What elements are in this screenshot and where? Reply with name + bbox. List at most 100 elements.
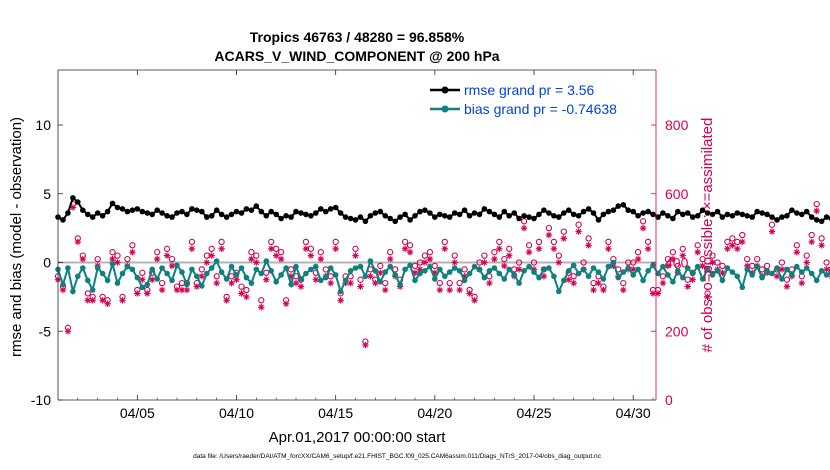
obs-assimilated-point <box>213 279 220 287</box>
bias-point <box>481 274 488 281</box>
obs-assimilated-point <box>798 279 805 287</box>
obs-possible-point <box>739 231 746 239</box>
obs-assimilated-point <box>183 286 191 294</box>
bias-point <box>451 265 458 271</box>
obs-assimilated-point <box>337 297 344 304</box>
bias-point <box>243 274 250 281</box>
obs-possible-point <box>198 266 205 273</box>
obs-assimilated-point <box>347 279 354 287</box>
rmse-point <box>640 210 646 216</box>
rmse-point <box>332 204 339 211</box>
y-tick-label: 10 <box>35 117 51 133</box>
bias-point <box>744 266 750 273</box>
rmse-point <box>352 217 359 223</box>
bias-point <box>134 274 141 281</box>
rmse-point <box>670 215 676 222</box>
bias-point <box>655 270 661 277</box>
y2-axis-label: # of obs: o=possible; ×=assimilated <box>699 118 716 353</box>
bias-point <box>89 287 96 293</box>
rmse-point <box>620 202 627 208</box>
bias-point <box>595 269 602 275</box>
obs-assimilated-point <box>253 259 260 266</box>
obs-assimilated-point <box>565 276 572 283</box>
x-axis-label: Apr.01,2017 00:00:00 start <box>269 429 447 446</box>
obs-assimilated-point <box>119 297 126 304</box>
rmse-point <box>605 208 612 215</box>
obs-assimilated-point <box>188 245 196 252</box>
obs-assimilated-point <box>352 252 359 259</box>
rmse-point <box>194 207 200 213</box>
rmse-point <box>461 207 468 213</box>
obs-assimilated-point <box>620 286 627 294</box>
bias-point <box>268 268 275 274</box>
obs-assimilated-point <box>659 279 667 287</box>
obs-assimilated-point <box>813 207 820 215</box>
bias-point <box>684 265 691 271</box>
bias-point <box>189 266 195 273</box>
bias-point <box>675 268 681 274</box>
rmse-point <box>655 214 661 220</box>
legend-rmse-marker <box>441 86 449 94</box>
obs-possible-point <box>491 249 498 256</box>
obs-assimilated-point <box>724 245 731 252</box>
rmse-point <box>80 207 86 213</box>
obs-possible-series <box>54 200 830 345</box>
obs-assimilated-point <box>109 255 116 263</box>
bias-point <box>417 270 423 277</box>
obs-possible-point <box>525 242 533 249</box>
obs-possible-point <box>456 279 463 287</box>
rmse-point <box>645 208 651 215</box>
bias-series <box>55 258 830 296</box>
obs-assimilated-point <box>268 245 275 252</box>
obs-assimilated-point <box>74 238 82 246</box>
obs-possible-point <box>406 242 414 249</box>
obs-assimilated-point <box>466 290 473 297</box>
rmse-point <box>387 215 394 222</box>
rmse-point <box>516 215 522 222</box>
bias-point <box>109 261 116 267</box>
bias-point <box>412 277 418 284</box>
bias-point <box>298 276 304 282</box>
obs-possible-point <box>436 279 443 287</box>
obs-assimilated-point <box>545 231 553 239</box>
obs-assimilated-point <box>520 224 528 232</box>
bias-point <box>347 268 354 274</box>
obs-possible-point <box>783 276 791 283</box>
rmse-point <box>729 213 736 219</box>
rmse-point <box>575 213 582 219</box>
obs-assimilated-point <box>729 242 736 249</box>
bias-point <box>159 265 165 271</box>
bias-point <box>561 277 567 284</box>
bias-point <box>422 268 428 274</box>
bias-point <box>526 263 532 270</box>
bias-point <box>645 268 651 274</box>
axes <box>57 69 657 401</box>
obs-possible-point <box>550 238 558 246</box>
rmse-point <box>189 206 195 212</box>
x-tick-label: 04/10 <box>219 405 254 421</box>
obs-assimilated-point <box>689 276 696 283</box>
rmse-point <box>437 211 443 218</box>
bias-point <box>194 273 200 280</box>
obs-assimilated-point <box>639 224 647 232</box>
rmse-point <box>476 211 483 218</box>
rmse-point <box>794 210 800 216</box>
obs-assimilated-point <box>783 283 791 290</box>
obs-assimilated-point <box>694 248 701 256</box>
obs-assimilated-point <box>193 283 201 290</box>
bias-point <box>799 269 805 275</box>
obs-possible-point <box>634 249 642 256</box>
bias-point <box>486 268 493 274</box>
obs-possible-point <box>401 238 409 246</box>
obs-assimilated-point <box>808 238 815 246</box>
obs-assimilated-point <box>446 286 453 294</box>
plot-area <box>58 70 656 400</box>
bias-point <box>754 263 760 270</box>
bias-point <box>714 268 721 274</box>
obs-possible-point <box>520 218 528 225</box>
obs-assimilated-point <box>372 279 379 287</box>
bias-point <box>323 274 329 281</box>
rmse-point <box>357 214 364 220</box>
rmse-series <box>55 195 830 225</box>
obs-possible-point <box>139 269 146 276</box>
